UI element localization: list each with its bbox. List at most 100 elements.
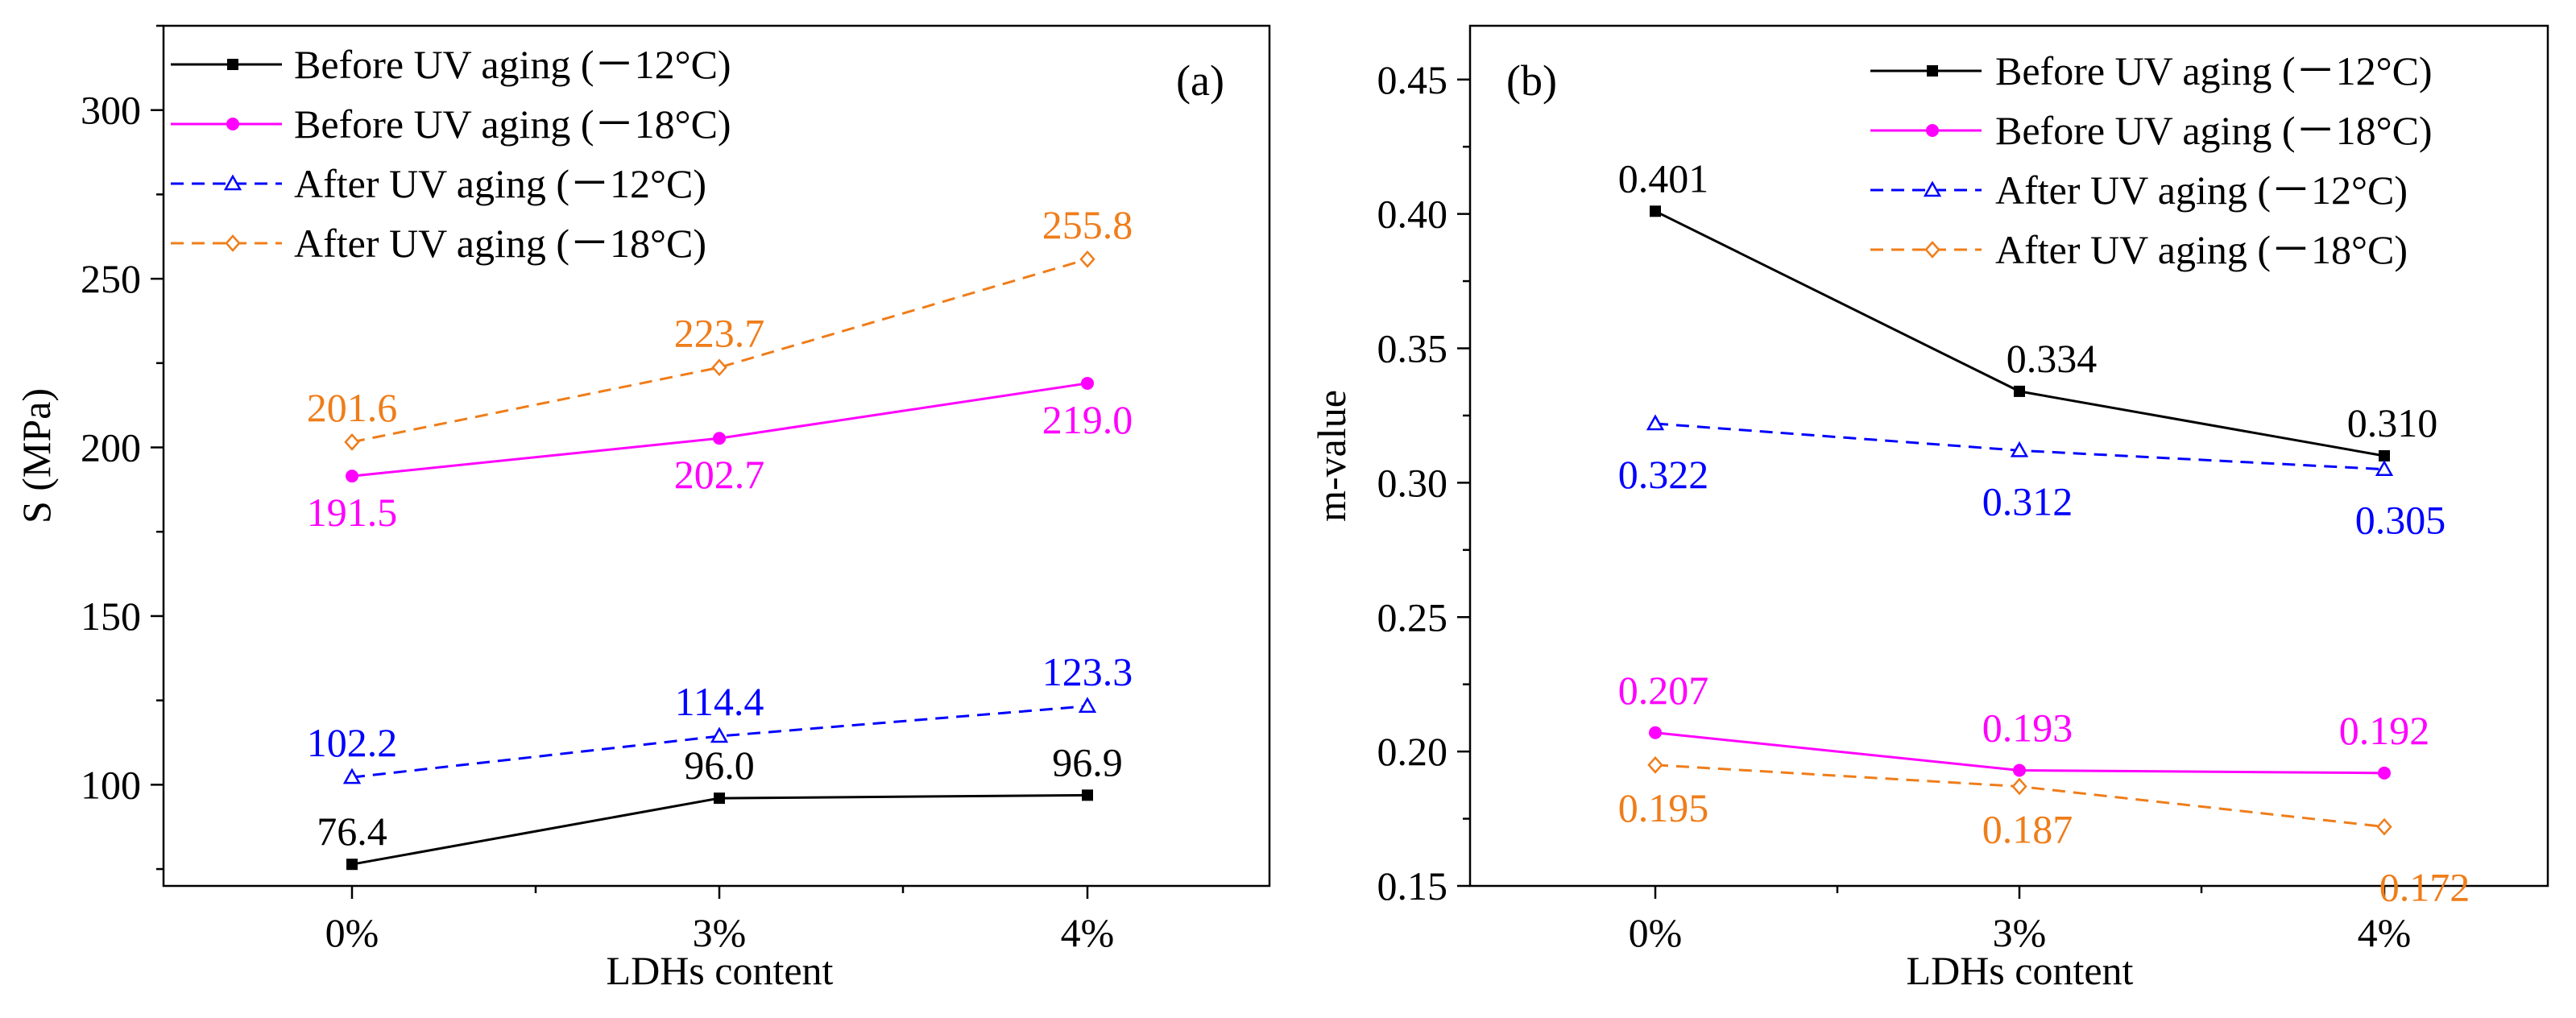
data-point-marker <box>2376 817 2392 836</box>
x-tick-label: 0% <box>1629 910 1683 955</box>
panel-b: 0.15 0.20 0.25 0.30 0.35 0.40 0.45 0% 3% 4% LDHs c… <box>1309 24 2549 993</box>
data-label: 0.305 <box>2355 498 2446 543</box>
data-point-marker <box>1647 755 1663 774</box>
data-label: 0.401 <box>1618 155 1709 201</box>
y-tick-label: 0.25 <box>1377 594 1448 639</box>
series-3: 102.2 114.4 123.3 <box>307 649 1133 784</box>
data-label: 0.195 <box>1618 785 1709 830</box>
data-point-marker <box>2379 450 2390 461</box>
data-label: 76.4 <box>317 809 387 854</box>
series-2: 0.207 0.193 0.192 <box>1618 668 2430 780</box>
data-label: 219.0 <box>1042 397 1133 442</box>
legend-marker <box>223 174 242 191</box>
series-4: 0.195 0.187 0.172 <box>1618 755 2470 910</box>
x-tick-label: 3% <box>693 910 747 955</box>
data-point-marker <box>1646 414 1665 431</box>
legend-marker <box>1924 241 1940 259</box>
legend-entry: Before UV aging (－12°C) <box>1995 48 2433 93</box>
data-label: 96.9 <box>1052 739 1123 784</box>
y-tick-label: 0.30 <box>1377 460 1448 505</box>
data-point-marker <box>1649 726 1662 739</box>
legend-entry: After UV aging (－12°C) <box>1995 168 2408 213</box>
plot-frame <box>1468 24 2549 888</box>
data-label: 191.5 <box>307 490 398 535</box>
series-2: 191.5 202.7 219.0 <box>307 376 1133 535</box>
legend-marker <box>1927 65 1938 77</box>
legend-entry: After UV aging (－12°C) <box>294 161 706 206</box>
data-point-marker <box>1078 697 1097 714</box>
data-point-marker <box>2013 764 2026 777</box>
data-label: 102.2 <box>307 720 398 765</box>
data-label: 0.334 <box>2007 336 2098 381</box>
data-label: 96.0 <box>684 743 755 788</box>
panel-label: (b) <box>1506 56 1557 105</box>
data-label: 0.312 <box>1982 478 2073 523</box>
legend-entry: Before UV aging (－18°C) <box>1995 108 2433 153</box>
data-label: 0.207 <box>1618 668 1709 713</box>
y-tick-label: 100 <box>81 762 141 807</box>
data-point-marker <box>1081 376 1094 390</box>
y-tick-label: 150 <box>81 594 141 639</box>
panel-label: (a) <box>1176 56 1224 105</box>
plot-frame <box>162 24 1271 888</box>
legend-entry: Before UV aging (－12°C) <box>294 42 731 87</box>
legend: Before UV aging (－12°C) Before UV aging (… <box>171 42 731 266</box>
x-tick-label: 3% <box>1993 910 2047 955</box>
data-point-marker <box>342 768 362 784</box>
legend-marker <box>226 118 239 130</box>
y-tick-label: 300 <box>81 88 141 133</box>
y-tick-label: 0.15 <box>1377 863 1448 908</box>
legend-entry: After UV aging (－18°C) <box>294 221 706 266</box>
y-tick-label: 0.45 <box>1377 57 1448 102</box>
data-point-marker <box>710 726 729 743</box>
y-tick-label: 200 <box>81 425 141 470</box>
y-axis-title: S (MPa) <box>14 388 59 523</box>
data-label: 0.322 <box>1618 452 1709 497</box>
legend-entry: Before UV aging (－18°C) <box>294 101 731 147</box>
series-line <box>351 705 1088 779</box>
y-axis-title: m-value <box>1309 390 1354 522</box>
series-1: 76.4 96.0 96.9 <box>317 739 1123 871</box>
legend-marker <box>1926 124 1939 137</box>
x-axis-title: LDHs content <box>607 948 834 993</box>
y-tick-label: 0.20 <box>1377 729 1448 774</box>
data-point-marker <box>2011 777 2027 796</box>
data-point-marker <box>1650 205 1661 217</box>
data-point-marker <box>2375 460 2394 476</box>
data-point-marker <box>346 470 358 483</box>
data-label: 123.3 <box>1042 649 1133 694</box>
legend-marker <box>225 234 241 252</box>
x-tick-label: 0% <box>325 910 379 955</box>
data-label: 0.187 <box>1982 807 2073 852</box>
data-point-marker <box>1082 789 1093 801</box>
data-point-marker <box>2010 441 2029 457</box>
series-4: 201.6 223.7 255.8 <box>307 202 1133 451</box>
data-label: 0.310 <box>2347 400 2438 445</box>
series-1: 0.401 0.334 0.310 <box>1618 155 2438 461</box>
x-tick-label: 4% <box>1061 910 1115 955</box>
x-tick-label: 4% <box>2358 910 2412 955</box>
y-tick-label: 250 <box>81 256 141 301</box>
legend: Before UV aging (－12°C) Before UV aging (… <box>1870 48 2433 272</box>
data-label: 201.6 <box>307 385 398 430</box>
legend-marker <box>1923 180 1942 197</box>
data-label: 114.4 <box>675 679 764 724</box>
legend-entry: After UV aging (－18°C) <box>1995 227 2408 272</box>
data-label: 223.7 <box>674 310 765 355</box>
series-3: 0.322 0.312 0.305 <box>1618 414 2446 543</box>
data-label: 0.193 <box>1982 705 2073 750</box>
panel-a: 100 150 200 250 300 0% 3% 4% LDHs content S (MPa)… <box>14 24 1271 993</box>
series-line <box>351 793 1088 866</box>
y-tick-label: 0.35 <box>1377 326 1448 371</box>
data-point-marker <box>713 432 726 445</box>
data-label: 0.172 <box>2379 865 2470 910</box>
data-point-marker <box>346 859 358 871</box>
data-label: 0.192 <box>2339 708 2430 753</box>
data-label: 202.7 <box>674 452 765 497</box>
data-point-marker <box>344 432 360 451</box>
series-line <box>351 258 1088 444</box>
y-tick-label: 0.40 <box>1377 192 1448 237</box>
data-point-marker <box>711 358 727 377</box>
